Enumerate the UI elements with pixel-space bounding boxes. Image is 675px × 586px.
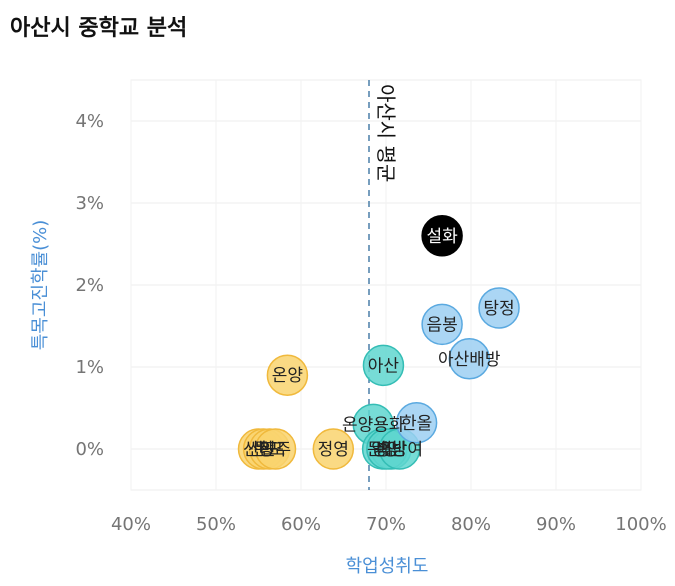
bubble-label-음봉: 음봉 [426,315,457,335]
ticks: 0% 1% 2% 3% 4% 40% 50% 60% 70% 80% 90% 100% [75,111,666,535]
y-tick-label: 4% [75,111,104,132]
x-axis-title: 학업성취도 [346,556,429,577]
bubble-label-둔포: 둔포 [254,440,285,460]
bubble-label-한올: 한올 [401,414,432,434]
bubble-아산[interactable] [362,344,405,387]
x-tick-label: 40% [111,514,151,535]
bubble-label-신창: 신창 [243,440,275,460]
bubble-label-영인: 영인 [371,440,402,460]
y-tick-label: 2% [75,275,104,296]
bubble-아산배방[interactable] [448,338,491,380]
bubble-온양[interactable] [266,354,309,396]
grid [130,79,642,491]
bubble-한올[interactable] [395,402,438,444]
bubble-음봉[interactable] [421,303,463,346]
average-line-label: 아산시 평균 [374,84,398,182]
x-tick-label: 80% [451,514,491,535]
y-tick-label: 0% [75,439,104,460]
y-tick-label: 3% [75,193,104,214]
bubble-label-온양용화: 온양용화 [342,415,405,435]
chart-title: 아산시 중학교 분석 [10,16,188,41]
bubble-정영[interactable] [312,428,355,470]
bubble-label-인주: 인주 [260,440,291,460]
bubble-label-아산배방: 아산배방 [438,350,501,370]
x-tick-label: 100% [615,514,666,535]
bubble-label-설화: 설화 [426,227,458,247]
bubble-label-선도: 선도 [248,440,279,460]
bubble-인주[interactable] [254,428,297,470]
bubble-label-아산: 아산 [368,356,400,376]
x-tick-label: 60% [281,514,321,535]
bubble-label-배방여: 배방여 [376,440,423,460]
bubble-label-온양: 온양 [272,366,303,386]
x-tick-label: 50% [196,514,236,535]
bubble-label-탕정: 탕정 [483,299,514,319]
y-axis-title: 특목고진학률(%) [30,220,51,351]
x-tick-label: 90% [536,514,576,535]
bubble-label-정영: 정영 [318,440,349,460]
bubble-설화[interactable] [421,215,463,257]
bubble-탕정[interactable] [478,287,520,329]
x-tick-label: 70% [366,514,406,535]
bubble-label-문장: 문장 [367,440,399,460]
bubble-label-송남: 송남 [375,440,407,460]
y-tick-label: 1% [75,357,104,378]
